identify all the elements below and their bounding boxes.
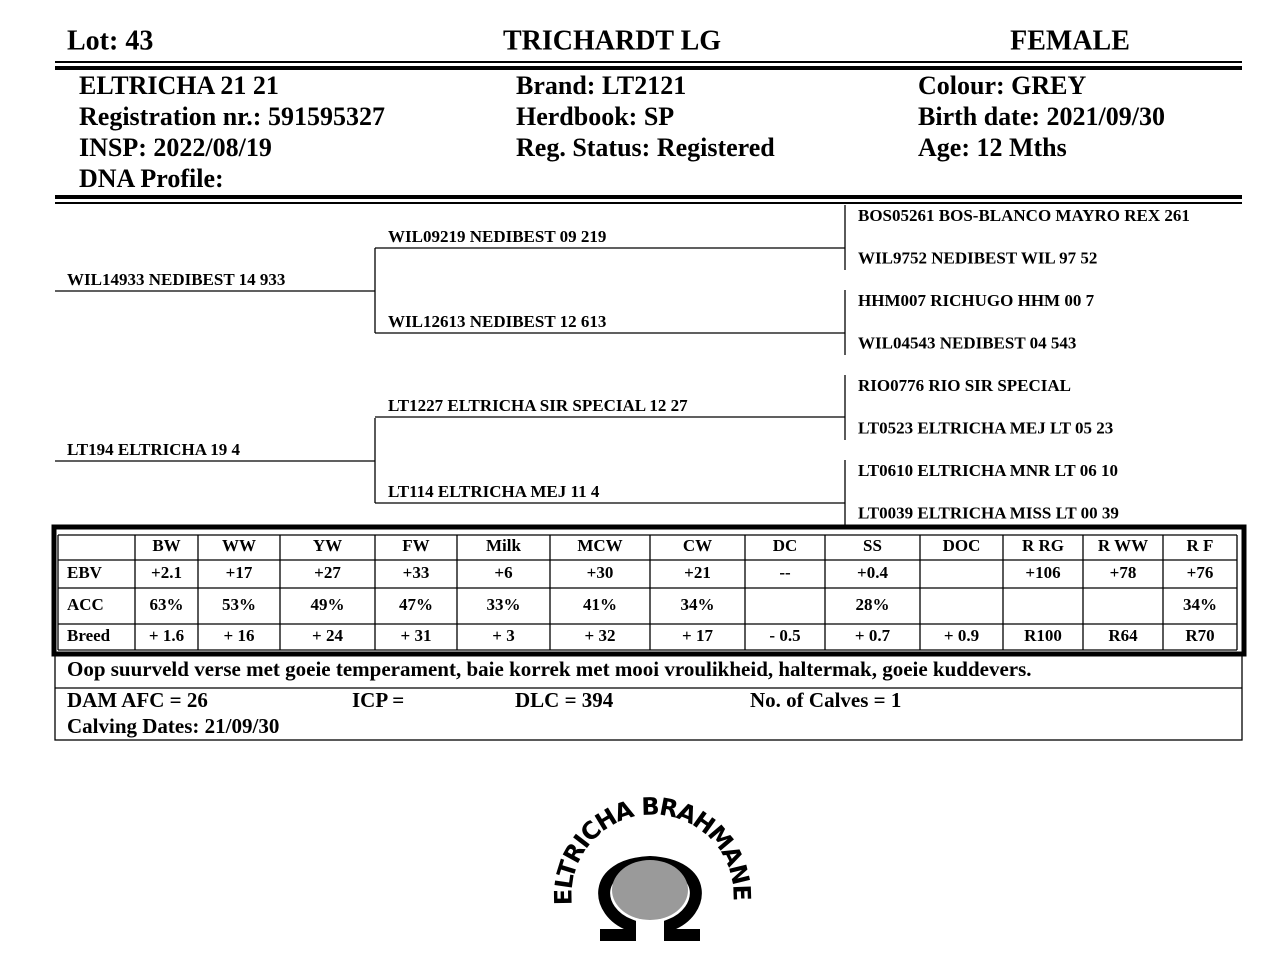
great-grandparent: WIL04543 NEDIBEST 04 543 bbox=[858, 333, 1076, 352]
cell: +106 bbox=[1025, 563, 1060, 582]
cell: + 0.7 bbox=[855, 626, 891, 645]
cell: + 17 bbox=[682, 626, 713, 645]
column-header: R F bbox=[1187, 536, 1214, 555]
cell: + 0.9 bbox=[944, 626, 979, 645]
owner: TRICHARDT LG bbox=[503, 25, 721, 56]
column-header: SS bbox=[863, 536, 882, 555]
info-line: Registration nr.: 591595327 bbox=[79, 102, 385, 131]
row-label: ACC bbox=[67, 595, 104, 614]
info-line: Age: 12 Mths bbox=[918, 133, 1067, 162]
cell: 49% bbox=[311, 595, 345, 614]
column-header: R RG bbox=[1022, 536, 1064, 555]
cell: +27 bbox=[314, 563, 341, 582]
info-line: Birth date: 2021/09/30 bbox=[918, 102, 1165, 131]
column-header: DOC bbox=[943, 536, 981, 555]
column-header: FW bbox=[402, 536, 429, 555]
cell: R70 bbox=[1185, 626, 1214, 645]
notes-frame bbox=[54, 653, 1243, 741]
great-grandparent: LT0523 ELTRICHA MEJ LT 05 23 bbox=[858, 418, 1113, 437]
column-header: WW bbox=[222, 536, 256, 555]
parent: WIL14933 NEDIBEST 14 933 bbox=[67, 270, 285, 289]
cell: + 16 bbox=[224, 626, 255, 645]
parent: LT194 ELTRICHA 19 4 bbox=[67, 440, 241, 459]
cell: 53% bbox=[222, 595, 256, 614]
great-grandparent: HHM007 RICHUGO HHM 00 7 bbox=[858, 291, 1095, 310]
grandparent: WIL09219 NEDIBEST 09 219 bbox=[388, 227, 606, 246]
cell: + 31 bbox=[401, 626, 432, 645]
cell: +21 bbox=[684, 563, 711, 582]
info-line: DNA Profile: bbox=[79, 164, 224, 193]
column-header: DC bbox=[773, 536, 798, 555]
cell: + 24 bbox=[312, 626, 343, 645]
cell: -- bbox=[779, 563, 791, 582]
cell: +6 bbox=[494, 563, 512, 582]
great-grandparent: WIL9752 NEDIBEST WIL 97 52 bbox=[858, 248, 1097, 267]
info-line: ELTRICHA 21 21 bbox=[79, 71, 279, 100]
cell: R100 bbox=[1024, 626, 1062, 645]
cell: 63% bbox=[150, 595, 184, 614]
grandparent: WIL12613 NEDIBEST 12 613 bbox=[388, 312, 606, 331]
row-label: Breed bbox=[67, 626, 111, 645]
column-header: YW bbox=[313, 536, 342, 555]
column-header: CW bbox=[683, 536, 712, 555]
grandparent: LT1227 ELTRICHA SIR SPECIAL 12 27 bbox=[388, 396, 688, 415]
cell: - 0.5 bbox=[769, 626, 800, 645]
info-line: Herdbook: SP bbox=[516, 102, 674, 131]
dam-info: Calving Dates: 21/09/30 bbox=[67, 714, 279, 738]
cell: 47% bbox=[399, 595, 433, 614]
grandparent: LT114 ELTRICHA MEJ 11 4 bbox=[388, 482, 600, 501]
cell: R64 bbox=[1108, 626, 1138, 645]
column-header: R WW bbox=[1098, 536, 1148, 555]
cell: +76 bbox=[1187, 563, 1214, 582]
cell: + 1.6 bbox=[149, 626, 184, 645]
info-line: Colour: GREY bbox=[918, 71, 1087, 100]
lot: Lot: 43 bbox=[67, 25, 153, 56]
row-label: EBV bbox=[67, 563, 103, 582]
info-line: Reg. Status: Registered bbox=[516, 133, 775, 162]
great-grandparent: LT0039 ELTRICHA MISS LT 00 39 bbox=[858, 503, 1119, 522]
comment: Oop suurveld verse met goeie temperament… bbox=[67, 657, 1032, 681]
dam-info: ICP = bbox=[352, 688, 404, 712]
cell: 33% bbox=[487, 595, 521, 614]
cell: +17 bbox=[226, 563, 253, 582]
great-grandparent: BOS05261 BOS-BLANCO MAYRO REX 261 bbox=[858, 206, 1190, 225]
dam-info: DLC = 394 bbox=[515, 688, 614, 712]
cell: +2.1 bbox=[151, 563, 182, 582]
cell: +30 bbox=[587, 563, 614, 582]
cell: +33 bbox=[403, 563, 430, 582]
column-header: MCW bbox=[577, 536, 622, 555]
column-header: BW bbox=[152, 536, 180, 555]
info-line: INSP: 2022/08/19 bbox=[79, 133, 272, 162]
column-header: Milk bbox=[486, 536, 521, 555]
cow-image bbox=[612, 860, 688, 920]
dam-info: DAM AFC = 26 bbox=[67, 688, 208, 712]
great-grandparent: RIO0776 RIO SIR SPECIAL bbox=[858, 376, 1071, 395]
cell: 41% bbox=[583, 595, 617, 614]
cell: 34% bbox=[1183, 595, 1217, 614]
cell: + 32 bbox=[585, 626, 616, 645]
cell: 34% bbox=[681, 595, 715, 614]
sex: FEMALE bbox=[1010, 25, 1130, 56]
cell: +0.4 bbox=[857, 563, 888, 582]
cell: 28% bbox=[856, 595, 890, 614]
cell: + 3 bbox=[492, 626, 514, 645]
dam-info: No. of Calves = 1 bbox=[750, 688, 901, 712]
great-grandparent: LT0610 ELTRICHA MNR LT 06 10 bbox=[858, 461, 1118, 480]
cell: +78 bbox=[1110, 563, 1137, 582]
info-line: Brand: LT2121 bbox=[516, 71, 686, 100]
